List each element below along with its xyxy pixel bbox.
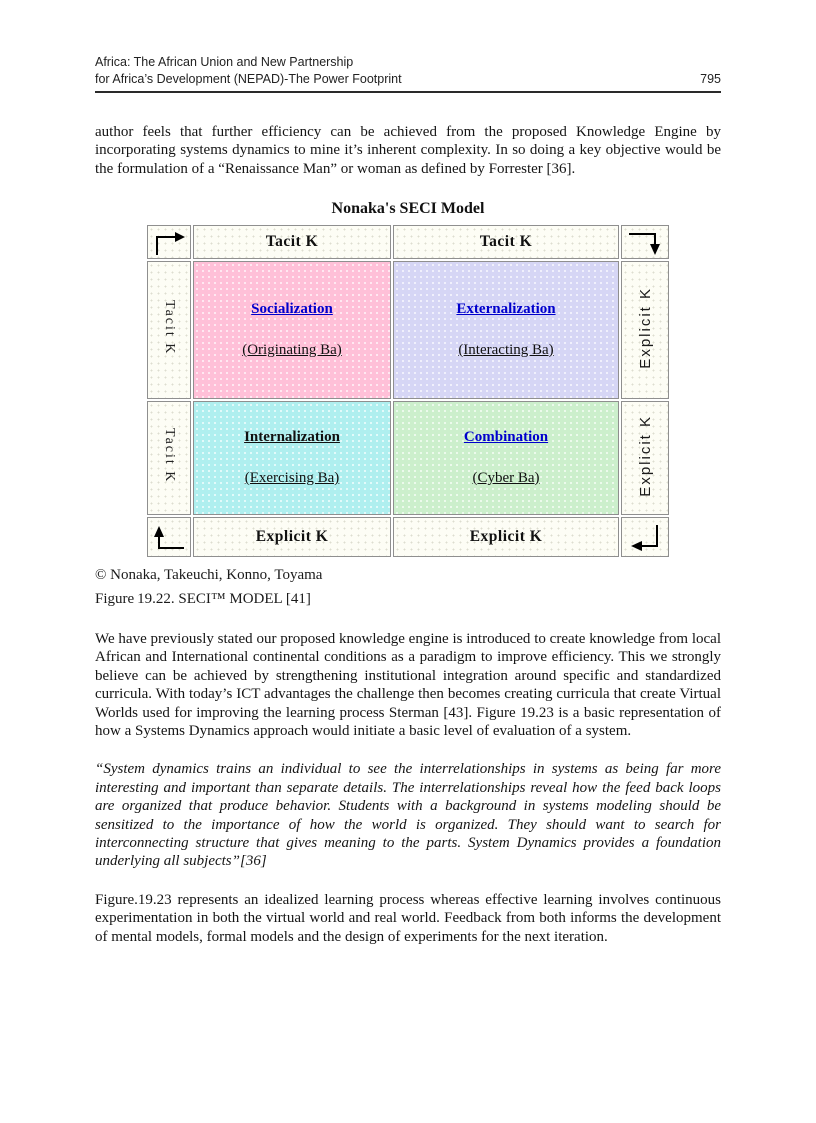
quadrant-externalization: Externalization (Interacting Ba) xyxy=(393,260,619,399)
system-dynamics-quote: “System dynamics trains an individual to… xyxy=(95,761,721,870)
bottom-header-explicit-right: Explicit K xyxy=(393,516,619,557)
right-label-explicit-2: Explicit K xyxy=(621,400,669,515)
paragraph-knowledge-engine: We have previously stated our proposed k… xyxy=(95,630,721,739)
figure-copyright: © Nonaka, Takeuchi, Konno, Toyama xyxy=(95,566,323,583)
running-header: Africa: The African Union and New Partne… xyxy=(95,54,721,93)
cycle-arrow-left-up-icon xyxy=(147,516,191,557)
cyber-ba-label: (Cyber Ba) xyxy=(472,469,540,486)
externalization-link[interactable]: Externalization xyxy=(456,300,556,317)
quadrant-combination: Combination (Cyber Ba) xyxy=(393,400,619,515)
cycle-arrow-right-down-icon xyxy=(621,224,669,259)
cycle-arrow-up-right-icon xyxy=(147,224,191,259)
originating-ba-label: (Originating Ba) xyxy=(242,341,342,358)
cycle-arrow-down-left-icon xyxy=(621,516,669,557)
bottom-header-explicit-left: Explicit K xyxy=(193,516,391,557)
paragraph-learning-process: Figure.19.23 represents an idealized lea… xyxy=(95,891,721,945)
internalization-link[interactable]: Internalization xyxy=(244,428,340,445)
combination-link[interactable]: Combination xyxy=(463,428,549,445)
socialization-link[interactable]: Socialization xyxy=(251,300,333,317)
seci-matrix-table: Tacit K Tacit K Tacit K Socialization (O… xyxy=(145,223,671,559)
interacting-ba-label: (Interacting Ba) xyxy=(458,341,554,358)
left-label-tacit-1: Tacit K xyxy=(147,260,191,399)
paragraph-intro: author feels that further efficiency can… xyxy=(95,123,721,177)
figure-title: Nonaka's SECI Model xyxy=(331,199,485,217)
page-number: 795 xyxy=(700,71,721,86)
header-title-line2: for Africa’s Development (NEPAD)-The Pow… xyxy=(95,71,402,86)
left-label-tacit-2: Tacit K xyxy=(147,400,191,515)
top-header-tacit-right: Tacit K xyxy=(393,224,619,259)
header-title-line1: Africa: The African Union and New Partne… xyxy=(95,55,354,69)
right-label-explicit-1: Explicit K xyxy=(621,260,669,399)
top-header-tacit-left: Tacit K xyxy=(193,224,391,259)
figure-caption: Figure 19.22. SECI™ MODEL [41] xyxy=(95,590,311,607)
seci-figure: Nonaka's SECI Model Tacit K Tacit K xyxy=(95,200,721,608)
quadrant-socialization: Socialization (Originating Ba) xyxy=(193,260,391,399)
quadrant-internalization: Internalization (Exercising Ba) xyxy=(193,400,391,515)
exercising-ba-label: (Exercising Ba) xyxy=(244,469,340,486)
